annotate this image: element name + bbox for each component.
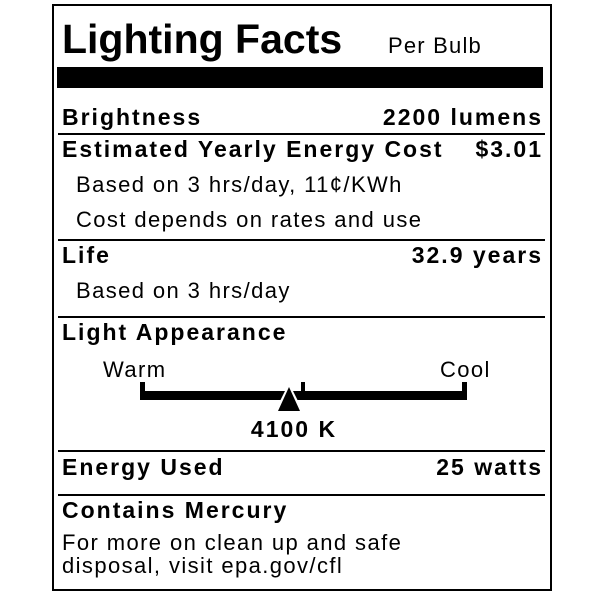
energy-cost-note-2: Cost depends on rates and use (76, 207, 423, 232)
light-appearance-label: Light Appearance (62, 319, 288, 345)
mercury-heading: Contains Mercury (62, 497, 289, 523)
per-bulb-subtitle: Per Bulb (388, 33, 482, 58)
header-black-bar (57, 67, 543, 88)
divider (58, 239, 545, 241)
energy-used-row: Energy Used 25 watts (62, 456, 543, 479)
divider (58, 133, 545, 135)
energy-used-label: Energy Used (62, 454, 225, 480)
label-title: Lighting Facts (62, 16, 343, 62)
energy-cost-label: Estimated Yearly Energy Cost (62, 136, 444, 162)
mercury-line-2: disposal, visit epa.gov/cfl (62, 553, 344, 578)
divider (58, 316, 545, 318)
lighting-facts-label: Lighting Facts Per Bulb Brightness 2200 … (52, 4, 552, 591)
life-note: Based on 3 hrs/day (76, 278, 291, 303)
brightness-row: Brightness 2200 lumens (62, 106, 543, 129)
cool-label: Cool (440, 357, 491, 382)
warm-label: Warm (103, 357, 167, 382)
life-label: Life (62, 242, 111, 268)
energy-cost-note-1: Based on 3 hrs/day, 11¢/KWh (76, 172, 403, 197)
life-row: Life 32.9 years (62, 244, 543, 267)
scale-pointer-triangle-icon (278, 387, 300, 411)
scale-right-end-cap (462, 382, 467, 400)
color-temperature-value: 4100 K (250, 416, 338, 442)
brightness-label: Brightness (62, 104, 203, 130)
life-value: 32.9 years (411, 242, 543, 268)
energy-used-value: 25 watts (436, 454, 543, 480)
divider (58, 494, 545, 496)
energy-cost-value: $3.01 (475, 136, 543, 162)
mercury-line-1: For more on clean up and safe (62, 530, 403, 555)
energy-cost-row: Estimated Yearly Energy Cost $3.01 (62, 138, 543, 161)
brightness-value: 2200 lumens (382, 104, 543, 130)
divider (58, 450, 545, 452)
scale-left-end-cap (140, 382, 145, 400)
